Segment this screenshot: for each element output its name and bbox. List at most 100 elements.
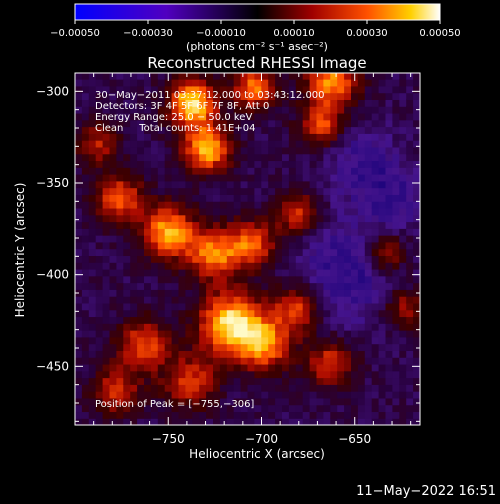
heatmap-cell: [199, 363, 207, 372]
heatmap-cell: [192, 343, 200, 351]
heatmap-cell: [323, 296, 331, 304]
heatmap-cell: [247, 73, 255, 80]
heatmap-cell: [371, 289, 380, 297]
heatmap-cell: [351, 391, 359, 399]
heatmap-cell: [371, 343, 380, 351]
heatmap-cell: [413, 255, 420, 263]
heatmap-cell: [309, 160, 318, 168]
heatmap-cell: [95, 112, 104, 121]
heatmap-cell: [123, 370, 131, 379]
heatmap-cell: [357, 207, 366, 216]
heatmap-cell: [337, 180, 345, 189]
heatmap-cell: [233, 350, 242, 358]
heatmap-cell: [413, 85, 420, 94]
heatmap-cell: [323, 323, 331, 331]
heatmap-cell: [254, 309, 262, 318]
heatmap-cell: [378, 397, 387, 406]
heatmap-cell: [268, 391, 276, 399]
heatmap-cell: [295, 377, 304, 385]
heatmap-cell: [206, 255, 214, 263]
heatmap-cell: [385, 167, 393, 175]
heatmap-cell: [282, 214, 290, 223]
heatmap-cell: [351, 79, 359, 87]
heatmap-cell: [213, 140, 221, 148]
heatmap-cell: [268, 112, 276, 121]
heatmap-cell: [316, 174, 324, 182]
heatmap-cell: [392, 180, 400, 189]
heatmap-cell: [95, 275, 104, 284]
heatmap-cell: [392, 241, 400, 250]
heatmap-cell: [413, 411, 420, 419]
heatmap-cell: [240, 350, 249, 358]
heatmap-cell: [240, 302, 249, 311]
heatmap-cell: [219, 323, 228, 331]
heatmap-cell: [357, 397, 366, 406]
heatmap-cell: [309, 262, 318, 270]
heatmap-cell: [254, 391, 262, 399]
heatmap-cell: [75, 140, 83, 148]
heatmap-cell: [282, 180, 290, 189]
heatmap-cell: [144, 194, 152, 202]
heatmap-cell: [178, 248, 186, 257]
heatmap-cell: [123, 384, 131, 392]
heatmap-cell: [130, 140, 138, 148]
heatmap-cell: [316, 235, 324, 243]
heatmap-cell: [178, 411, 186, 419]
heatmap-cell: [199, 391, 207, 399]
y-tick-label: −350: [36, 176, 69, 190]
heatmap-cell: [206, 99, 214, 107]
heatmap-cell: [254, 268, 262, 277]
heatmap-cell: [323, 235, 331, 243]
heatmap-cell: [130, 146, 138, 155]
heatmap-cell: [323, 85, 331, 94]
heatmap-cell: [75, 228, 83, 236]
heatmap-cell: [399, 309, 407, 318]
heatmap-cell: [316, 255, 324, 263]
heatmap-cell: [213, 330, 221, 338]
peak-position-label: Position of Peak = [−755,−306]: [95, 399, 254, 410]
heatmap-cell: [185, 73, 193, 80]
heatmap-cell: [199, 323, 207, 331]
heatmap-cell: [95, 282, 104, 290]
heatmap-cell: [206, 214, 214, 223]
heatmap-cell: [213, 275, 221, 284]
heatmap-cell: [295, 302, 304, 311]
heatmap-cell: [261, 112, 269, 121]
heatmap-cell: [219, 357, 228, 365]
heatmap-cell: [371, 133, 380, 141]
heatmap-cell: [81, 187, 90, 195]
heatmap-cell: [351, 275, 359, 284]
heatmap-cell: [233, 140, 242, 148]
heatmap-cell: [302, 397, 311, 406]
heatmap-cell: [316, 357, 324, 365]
heatmap-cell: [413, 418, 420, 425]
heatmap-cell: [75, 316, 83, 324]
heatmap-cell: [199, 174, 207, 182]
heatmap-cell: [150, 330, 159, 338]
heatmap-cell: [206, 241, 214, 250]
heatmap-cell: [157, 160, 166, 168]
heatmap-cell: [109, 214, 117, 223]
heatmap-cell: [226, 187, 235, 195]
heatmap-cell: [192, 92, 200, 100]
heatmap-cell: [282, 302, 290, 311]
heatmap-cell: [406, 282, 414, 290]
heatmap-cell: [130, 268, 138, 277]
heatmap-cell: [288, 85, 297, 94]
heatmap-cell: [385, 397, 393, 406]
heatmap-cell: [81, 377, 90, 385]
heatmap-cell: [268, 255, 276, 263]
heatmap-cell: [144, 140, 152, 148]
heatmap-cell: [323, 167, 331, 175]
heatmap-cell: [413, 302, 420, 311]
heatmap-cell: [392, 262, 400, 270]
heatmap-cell: [309, 302, 318, 311]
heatmap-cell: [392, 296, 400, 304]
heatmap-cell: [399, 241, 407, 250]
heatmap-cell: [254, 289, 262, 297]
heatmap-cell: [75, 268, 83, 277]
heatmap-cell: [137, 180, 145, 189]
heatmap-cell: [88, 85, 97, 94]
heatmap-cell: [226, 248, 235, 257]
